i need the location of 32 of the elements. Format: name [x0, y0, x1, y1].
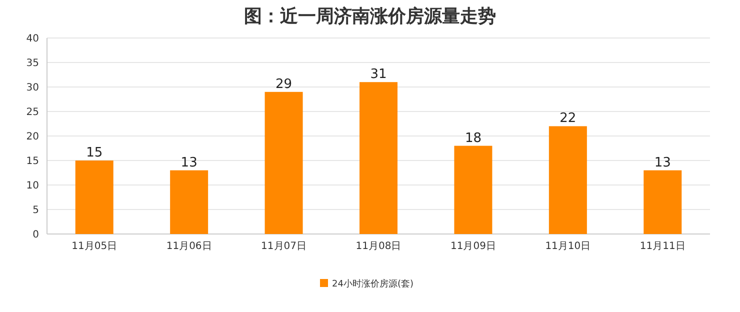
data-label: 13: [180, 155, 198, 170]
x-tick-label: 11月06日: [166, 241, 212, 252]
legend-label: 24小时涨价房源(套): [332, 278, 414, 290]
y-tick-label: 40: [26, 34, 39, 44]
data-label: 31: [370, 67, 387, 82]
x-tick-label: 11月11日: [640, 241, 686, 252]
data-label: 15: [86, 146, 103, 160]
x-tick-label: 11月05日: [72, 241, 118, 252]
y-tick-label: 30: [26, 82, 39, 94]
x-tick-label: 11月09日: [450, 241, 496, 252]
x-tick-label: 11月07日: [261, 241, 307, 252]
bar: [360, 82, 398, 234]
y-tick-label: 15: [26, 156, 39, 167]
bar: [454, 146, 492, 234]
y-tick-label: 20: [26, 132, 39, 142]
data-label: 13: [654, 155, 671, 170]
x-tick-label: 11月08日: [356, 241, 402, 252]
data-label: 29: [276, 76, 292, 92]
bar: [644, 170, 682, 234]
bar: [548, 126, 587, 234]
bar: [264, 92, 303, 234]
bar: [75, 160, 114, 234]
y-tick-label: 10: [26, 180, 39, 192]
chart-title: 图：近一周济南涨价房源量走势: [244, 6, 496, 27]
data-label: 18: [464, 130, 482, 146]
y-tick-label: 5: [32, 205, 39, 216]
y-tick-label: 0: [32, 230, 39, 240]
x-tick-label: 11月10日: [545, 241, 591, 252]
data-label: 22: [560, 111, 576, 126]
bar: [170, 170, 208, 234]
y-tick-label: 35: [26, 58, 39, 69]
y-tick-label: 25: [26, 107, 39, 118]
